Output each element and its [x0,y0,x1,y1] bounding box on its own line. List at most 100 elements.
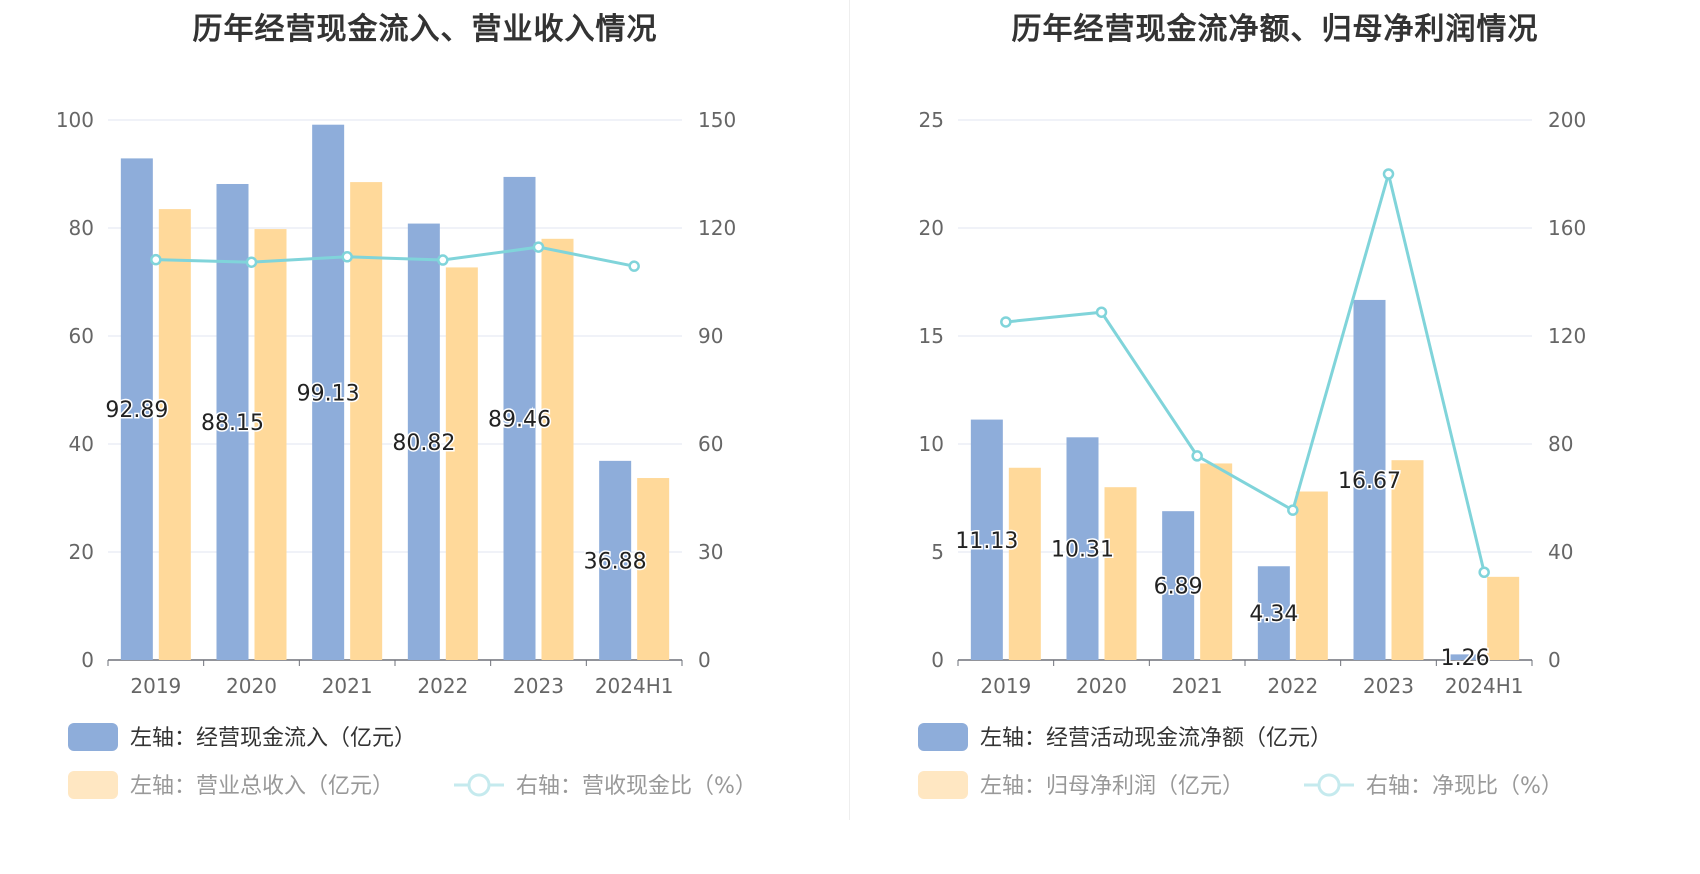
bar-series-1 [407,223,440,660]
bar-series-1 [1162,511,1195,660]
x-axis-category-label: 2019 [130,674,181,698]
bar-data-label: 92.89 [105,398,168,423]
right-axis-tick-label: 120 [698,216,736,240]
chart-panel-left: 历年经营现金流入、营业收入情况 0 0 20 30 40 60 60 90 80 120 100 15… [56,12,757,799]
bar-series-2 [158,209,191,660]
bar-data-label: 88.15 [201,411,264,436]
bar-data-label: 1.26 [1441,646,1490,671]
line-point [1000,316,1012,328]
bar-series-1 [1257,566,1290,660]
line-point [532,241,545,253]
bar-series-2 [254,229,287,660]
bar-series-1 [970,419,1003,660]
right-axis-tick-label: 80 [1548,432,1573,456]
legend-line-marker [467,773,491,797]
line-point [1095,306,1108,318]
line-point [1382,168,1395,180]
chart-panel-right: 历年经营现金流净额、归母净利润情况 0 0 5 40 10 80 15 120 20 160 25 2… [850,0,1700,874]
x-axis-category-label: 2021 [1172,674,1223,698]
left-axis-tick-label: 25 [919,108,944,132]
bar-series-2 [1487,576,1520,660]
right-axis-tick-label: 200 [1548,108,1586,132]
bar-series-1 [503,176,536,660]
line-point [437,254,449,266]
bar-data-label: 4.34 [1249,602,1298,627]
legend-label: 右轴：营收现金比（%） [516,774,757,799]
right-axis-tick-label: 90 [698,324,723,348]
bar-data-label: 10.31 [1051,538,1114,563]
right-axis-tick-label: 60 [698,432,723,456]
left-axis-tick-label: 5 [931,540,944,564]
left-axis-tick-label: 20 [919,216,944,240]
line-series-3 [155,245,635,268]
left-axis-tick-label: 0 [931,648,944,672]
bar-series-2 [1295,491,1328,660]
legend-label: 右轴：净现比（%） [1366,774,1563,799]
legend-swatch [68,771,118,799]
left-axis-tick-label: 20 [69,540,94,564]
legend-label: 左轴：经营活动现金流净额（亿元） [980,726,1332,751]
legend-label: 左轴：经营现金流入（亿元） [130,726,416,751]
chart-svg-right: 0 0 5 40 10 80 15 120 20 160 25 200 2019 2020 2021 2022… [918,108,1586,799]
bar-data-label: 99.13 [297,381,360,406]
line-point [1287,504,1299,516]
left-axis-tick-label: 60 [69,324,94,348]
chart-title: 历年经营现金流入、营业收入情况 [192,12,658,47]
chart-title: 历年经营现金流净额、归母净利润情况 [1011,12,1539,47]
bar-series-1 [1066,437,1099,660]
left-axis-tick-label: 0 [81,648,94,672]
legend-label: 左轴：归母净利润（亿元） [980,774,1244,799]
x-axis-category-label: 2023 [1363,674,1414,698]
x-axis-category-label: 2021 [322,674,373,698]
legend-swatch [918,723,968,751]
x-axis-category-label: 2020 [1076,674,1127,698]
x-axis-category-label: 2019 [980,674,1031,698]
bar-series-2 [1391,460,1424,660]
bar-series-1 [1353,299,1386,660]
bar-series-2 [1200,463,1233,660]
bar-data-label: 11.13 [955,529,1018,554]
right-axis-tick-label: 30 [698,540,723,564]
line-point [245,256,258,268]
x-axis-category-label: 2023 [513,674,564,698]
x-axis-category-label: 2020 [226,674,277,698]
legend-swatch [68,723,118,751]
bar-series-1 [312,124,345,660]
line-point [1191,450,1203,462]
panel-divider [849,0,850,820]
right-axis-tick-label: 150 [698,108,736,132]
bar-series-2 [445,267,478,660]
bar-data-label: 36.88 [584,549,647,574]
line-point [150,253,162,266]
left-axis-tick-label: 100 [56,108,94,132]
legend-swatch [918,771,968,799]
line-point [341,251,353,263]
right-axis-tick-label: 40 [1548,540,1573,564]
right-axis-tick-label: 0 [698,648,711,672]
left-axis-tick-label: 40 [69,432,94,456]
x-axis-category-label: 2024H1 [1445,674,1524,698]
bar-series-1 [1449,654,1482,660]
line-series-3 [1005,168,1486,573]
chart-svg-left: 0 0 20 30 40 60 60 90 80 120 100 150 2019 2020 2021 202… [56,108,757,799]
bar-series-1 [120,158,153,661]
right-axis-tick-label: 120 [1548,324,1586,348]
bar-series-2 [541,238,574,661]
left-axis-tick-label: 15 [919,324,944,348]
line-point [1478,566,1490,578]
bar-data-label: 16.67 [1338,469,1401,494]
bar-series-1 [599,460,632,660]
bar-series-2 [350,182,383,660]
bar-data-label: 89.46 [488,407,551,432]
right-axis-tick-label: 160 [1548,216,1586,240]
legend-line-marker [1317,773,1341,797]
bar-series-2 [1008,467,1041,660]
legend-label: 左轴：营业总收入（亿元） [130,774,394,799]
x-axis-category-label: 2024H1 [595,674,674,698]
bar-series-2 [1104,487,1137,660]
x-axis-category-label: 2022 [1267,674,1318,698]
right-axis-tick-label: 0 [1548,648,1561,672]
bar-series-2 [637,478,670,660]
line-point [628,260,640,272]
x-axis-category-label: 2022 [417,674,468,698]
